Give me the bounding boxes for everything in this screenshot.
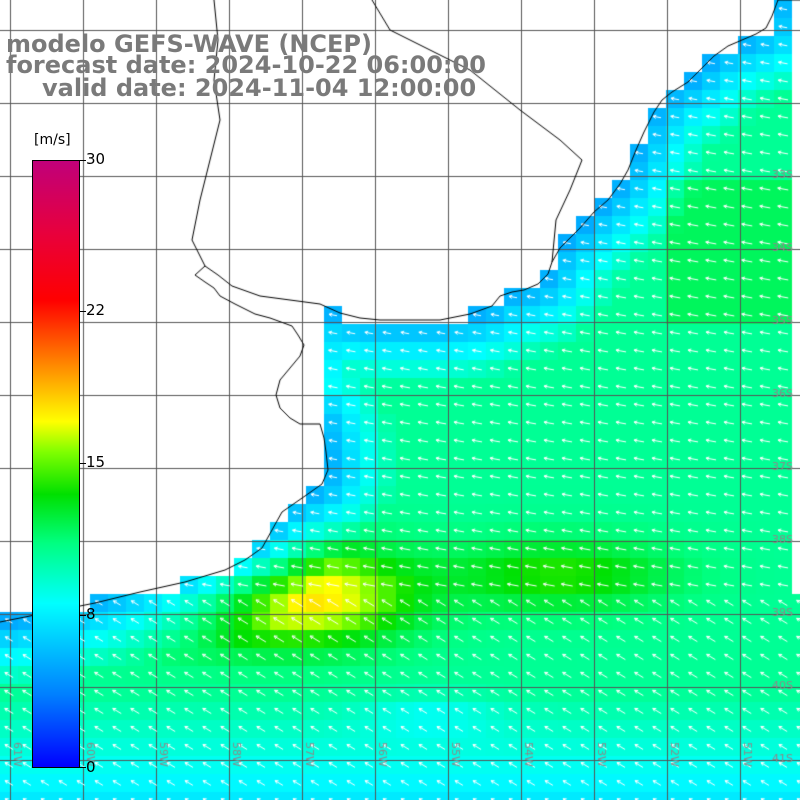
title-model: modelo GEFS-WAVE (NCEP) [6, 30, 372, 58]
colorbar-tick-label: 0 [86, 758, 96, 776]
colorbar-tickmark [80, 311, 86, 312]
colorbar-tickmark [80, 767, 86, 768]
title-forecast-date: forecast date: 2024-10-22 06:00:00 [6, 51, 486, 79]
colorbar [32, 160, 80, 768]
colorbar-tick-label: 8 [86, 605, 96, 623]
colorbar-tick-label: 22 [86, 301, 106, 319]
colorbar-tick-label: 30 [86, 150, 106, 168]
title-valid-date: valid date: 2024-11-04 12:00:00 [42, 74, 477, 102]
colorbar-tickmark [80, 463, 86, 464]
colorbar-tickmark [80, 615, 86, 616]
colorbar-tick-label: 15 [86, 453, 106, 471]
colorbar-unit: [m/s] [34, 132, 71, 148]
colorbar-tickmark [80, 160, 86, 161]
